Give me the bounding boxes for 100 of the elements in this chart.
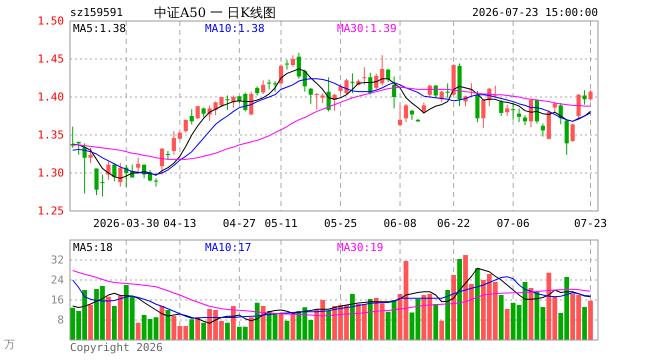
y-tick-label: 1.40: [38, 90, 64, 104]
candlestick: [76, 141, 81, 156]
text: MA30:1.39: [337, 22, 397, 35]
candlestick: [404, 103, 408, 123]
text: Copyright 2026: [70, 341, 163, 354]
candlestick: [202, 107, 206, 118]
bar: [433, 304, 438, 340]
y-axis-title: 万: [4, 338, 15, 351]
candlestick: [284, 59, 290, 70]
text: MA10:17: [205, 241, 252, 254]
y-tick-label: 8: [57, 314, 64, 327]
x-tick-label: 04-13: [163, 216, 196, 230]
candlestick: [94, 168, 99, 196]
candlestick: [267, 79, 272, 90]
candlestick: [570, 123, 575, 142]
bar: [284, 320, 290, 340]
candlestick: [290, 54, 295, 68]
x-tick-label: 06-08: [383, 216, 417, 230]
bar: [166, 310, 170, 340]
candlestick: [398, 104, 402, 128]
bar: [475, 268, 480, 340]
bar: [225, 322, 230, 340]
bar: [451, 275, 456, 340]
candlestick: [314, 92, 319, 110]
bar: [439, 320, 444, 340]
candlestick: [516, 108, 522, 123]
text: MA5:18: [73, 241, 113, 254]
line-series: [72, 268, 591, 324]
bar: [112, 306, 117, 340]
candlestick: [112, 164, 116, 182]
candlestick: [196, 106, 200, 120]
text: 2026-07-23 15:00:00: [472, 6, 598, 19]
bar: [498, 295, 504, 340]
candlestick: [499, 100, 504, 116]
y-tick-label: 1.35: [38, 128, 64, 142]
bar: [231, 306, 236, 340]
candlestick: [481, 98, 486, 129]
bar: [201, 322, 206, 340]
candlestick: [475, 90, 480, 123]
text: MA10:1.38: [205, 22, 265, 35]
candlestick: [588, 90, 593, 102]
bar: [106, 296, 111, 340]
y-tick-label: 1.50: [38, 14, 64, 28]
bar: [350, 294, 355, 340]
candlestick: [410, 109, 414, 120]
bar: [118, 296, 123, 340]
bar: [457, 259, 462, 340]
candlestick: [184, 119, 188, 134]
candlestick: [564, 118, 569, 156]
candlestick: [88, 147, 93, 164]
candlestick: [505, 104, 510, 116]
y-tick-label: 1.25: [38, 204, 64, 218]
candlestick: [582, 90, 587, 106]
candlestick: [255, 86, 260, 96]
y-tick-label: 16: [50, 294, 64, 307]
y-tick-label: 24: [50, 274, 64, 287]
candlestick: [308, 87, 313, 104]
x-tick-label: 04-27: [222, 216, 256, 230]
bar: [189, 319, 194, 340]
x-tick-label: 05-25: [324, 216, 358, 230]
x-tick-label: 2026-03-30: [93, 216, 160, 230]
bar: [588, 300, 593, 340]
candlestick: [136, 157, 140, 172]
candlestick: [446, 82, 450, 98]
candlestick: [428, 84, 432, 98]
candlestick: [522, 114, 528, 126]
bar: [582, 307, 587, 340]
candlestick: [552, 101, 557, 113]
bar: [326, 311, 332, 340]
x-tick-label: 07-23: [574, 216, 608, 230]
candlestick: [160, 147, 164, 176]
candlestick: [320, 92, 325, 104]
candlestick: [118, 162, 122, 188]
bar: [504, 309, 510, 340]
candlestick: [100, 174, 105, 198]
line-series: [72, 270, 591, 316]
bar: [278, 313, 284, 340]
candlestick: [511, 102, 516, 120]
line-series: [72, 276, 591, 319]
candlestick: [219, 96, 224, 108]
candlestick: [350, 72, 355, 94]
y-tick-label: 1.45: [38, 52, 64, 66]
candlestick: [540, 123, 545, 138]
y-tick-label: 32: [50, 254, 64, 267]
text: MA30:19: [337, 241, 384, 254]
x-tick-label: 05-11: [264, 216, 298, 230]
text: MA5:1.38: [73, 22, 126, 35]
candlestick: [362, 66, 366, 86]
candlestick: [225, 94, 230, 110]
bar: [528, 288, 534, 340]
candlestick: [440, 90, 444, 103]
x-tick-label: 07-06: [496, 216, 530, 230]
candlestick: [434, 84, 438, 98]
chart-title: 中证A50 一 日K线图: [154, 6, 276, 21]
bar: [88, 305, 93, 340]
bar: [290, 313, 296, 340]
bar: [160, 306, 164, 340]
candlestick: [190, 108, 194, 125]
x-tick-label: 06-22: [437, 216, 470, 230]
y-tick-label: 1.30: [38, 166, 64, 180]
